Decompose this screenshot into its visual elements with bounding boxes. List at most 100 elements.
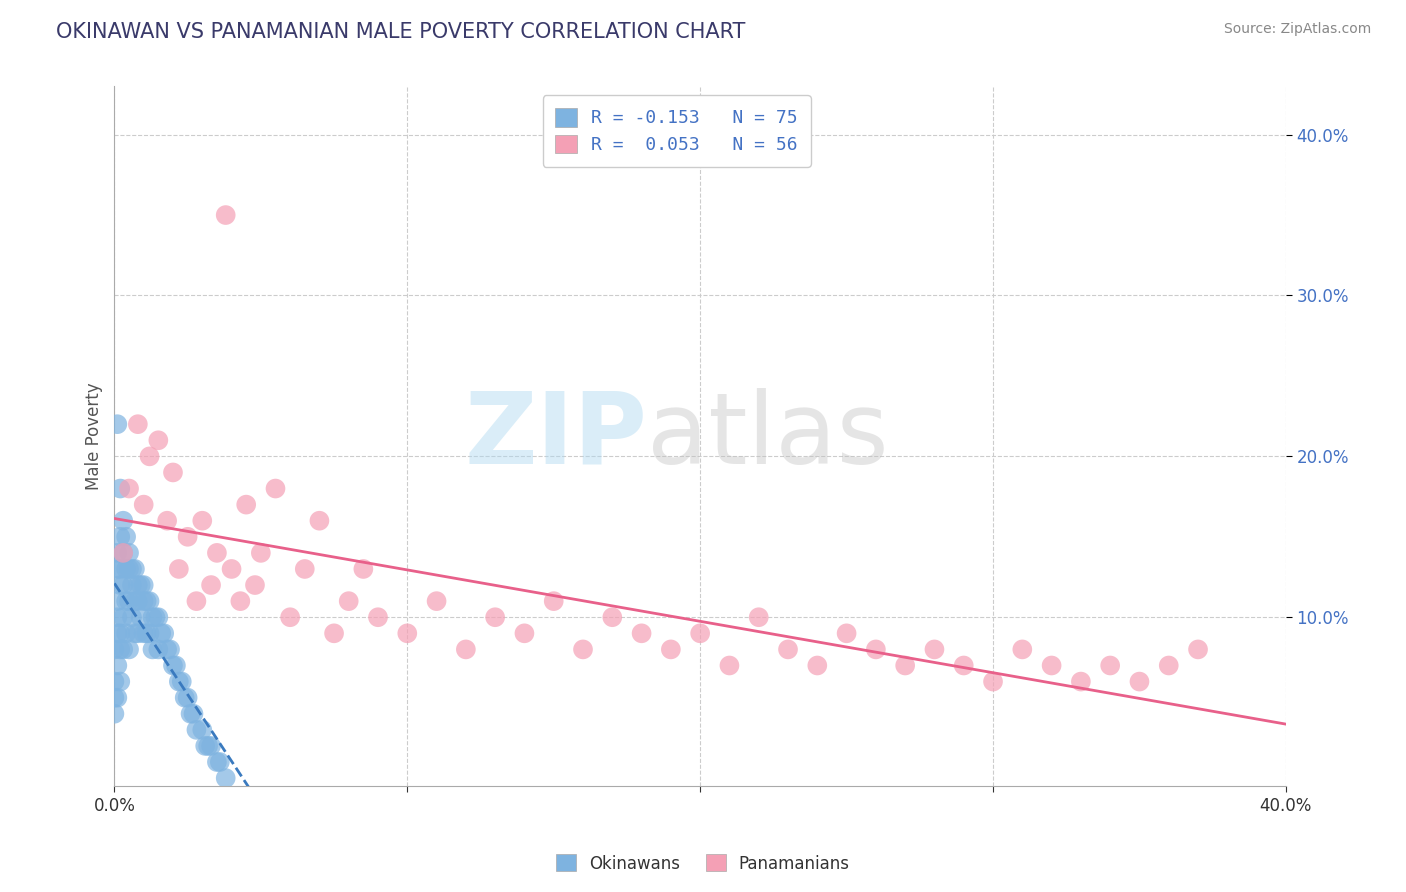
Point [183,706,205,721]
Point [103,674,125,689]
Point [112,578,135,592]
Point [1099,658,1122,673]
Point [150,626,173,640]
Point [129,578,152,592]
Point [194,739,217,753]
Point [718,658,741,673]
Point [323,626,346,640]
Point [352,562,374,576]
Point [127,417,149,432]
Point [1040,658,1063,673]
Point [1011,642,1033,657]
Point [112,514,135,528]
Point [952,658,974,673]
Point [454,642,477,657]
Point [110,674,132,689]
Point [112,642,135,657]
Point [776,642,799,657]
Point [235,498,257,512]
Point [180,706,202,721]
Point [110,530,132,544]
Point [105,594,128,608]
Point [208,755,231,769]
Point [396,626,419,640]
Point [426,594,449,608]
Point [148,610,170,624]
Point [118,546,141,560]
Point [197,739,219,753]
Point [105,562,128,576]
Point [191,514,214,528]
Point [115,562,138,576]
Point [1157,658,1180,673]
Point [167,562,190,576]
Point [162,658,184,673]
Point [112,610,135,624]
Point [600,610,623,624]
Point [115,626,138,640]
Point [105,610,128,624]
Point [115,530,138,544]
Point [105,690,128,705]
Point [572,642,595,657]
Point [115,594,138,608]
Point [162,466,184,480]
Point [153,626,176,640]
Point [121,578,143,592]
Point [105,546,128,560]
Point [135,594,157,608]
Point [112,546,135,560]
Point [156,642,179,657]
Point [1128,674,1150,689]
Point [103,642,125,657]
Point [367,610,389,624]
Point [105,417,128,432]
Point [748,610,770,624]
Point [127,626,149,640]
Point [159,642,181,657]
Point [200,578,222,592]
Point [835,626,858,640]
Point [215,208,238,222]
Point [1187,642,1209,657]
Point [127,594,149,608]
Point [135,626,157,640]
Point [148,434,170,448]
Point [806,658,828,673]
Y-axis label: Male Poverty: Male Poverty [86,383,103,490]
Point [132,594,155,608]
Point [110,578,132,592]
Text: Source: ZipAtlas.com: Source: ZipAtlas.com [1223,22,1371,37]
Point [138,626,160,640]
Point [215,771,238,785]
Point [630,626,652,640]
Text: OKINAWAN VS PANAMANIAN MALE POVERTY CORRELATION CHART: OKINAWAN VS PANAMANIAN MALE POVERTY CORR… [56,22,745,42]
Point [924,642,946,657]
Point [121,610,143,624]
Point [513,626,536,640]
Point [156,514,179,528]
Point [243,578,266,592]
Point [484,610,506,624]
Point [127,578,149,592]
Point [138,450,160,464]
Point [110,562,132,576]
Point [110,482,132,496]
Point [186,594,208,608]
Point [221,562,243,576]
Point [105,626,128,640]
Point [129,610,152,624]
Point [121,562,143,576]
Point [141,642,163,657]
Legend: R = -0.153   N = 75, R =  0.053   N = 56: R = -0.153 N = 75, R = 0.053 N = 56 [543,95,811,167]
Point [132,498,155,512]
Point [543,594,565,608]
Point [105,658,128,673]
Point [200,739,222,753]
Point [148,642,170,657]
Point [103,706,125,721]
Point [1070,674,1092,689]
Point [191,723,214,737]
Point [205,546,228,560]
Point [689,626,711,640]
